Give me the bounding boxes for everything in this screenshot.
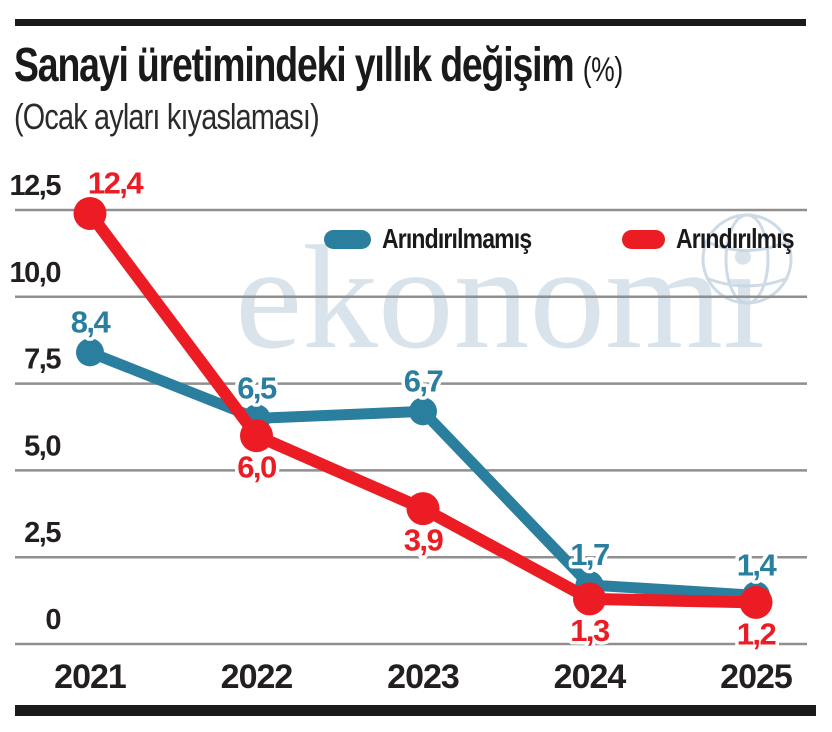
data-point <box>240 419 273 453</box>
y-tick-label: 2,5 <box>24 517 61 549</box>
legend-swatch-arindirilmis <box>622 229 665 249</box>
value-label: 6,0 <box>237 450 276 485</box>
value-label: 6,7 <box>404 363 443 398</box>
legend-label-arindirilmis: Arındırılmış <box>676 223 795 254</box>
data-point <box>73 196 107 230</box>
data-point <box>573 582 606 616</box>
page-title-main: Sanayi üretimindeki yıllık değişim <box>14 39 575 92</box>
data-point <box>409 397 437 426</box>
y-tick-label: 12,5 <box>10 170 62 202</box>
value-label: 1,7 <box>570 537 609 572</box>
legend-item-arindirilmis: Arındırılmış <box>622 223 820 254</box>
value-label: 1,2 <box>737 616 776 651</box>
top-rule <box>15 19 806 26</box>
x-tick-label: 2024 <box>554 658 627 696</box>
value-label: 3,9 <box>404 523 444 558</box>
value-label: 1,3 <box>570 613 610 648</box>
value-label: 8,4 <box>71 304 112 339</box>
data-point <box>739 585 773 619</box>
y-tick-label: 0 <box>45 604 60 636</box>
data-point <box>406 492 440 526</box>
value-label: 1,4 <box>737 547 778 582</box>
legend-swatch-arindirilmamis <box>324 229 371 249</box>
value-label: 6,5 <box>237 370 277 405</box>
page-title: Sanayi üretimindeki yıllık değişim (%) <box>14 38 623 93</box>
x-tick-label: 2021 <box>54 658 126 696</box>
x-tick-label: 2023 <box>387 658 459 696</box>
x-tick-label: 2022 <box>221 658 293 696</box>
globe-icon <box>701 213 793 305</box>
data-point <box>76 338 104 367</box>
page-subtitle: (Ocak ayları kıyaslaması) <box>14 96 320 137</box>
value-label: 12,4 <box>88 165 145 200</box>
y-tick-label: 5,0 <box>24 430 60 462</box>
y-tick-label: 7,5 <box>24 344 61 376</box>
bottom-rule <box>15 705 816 716</box>
legend-item-arindirilmamis: Arındırılmamış <box>324 223 564 254</box>
page-title-unit: (%) <box>582 51 623 89</box>
x-tick-label: 2025 <box>720 658 792 696</box>
y-tick-label: 10,0 <box>10 257 61 289</box>
legend-label-arindirilmamis: Arındırılmamış <box>382 223 532 254</box>
